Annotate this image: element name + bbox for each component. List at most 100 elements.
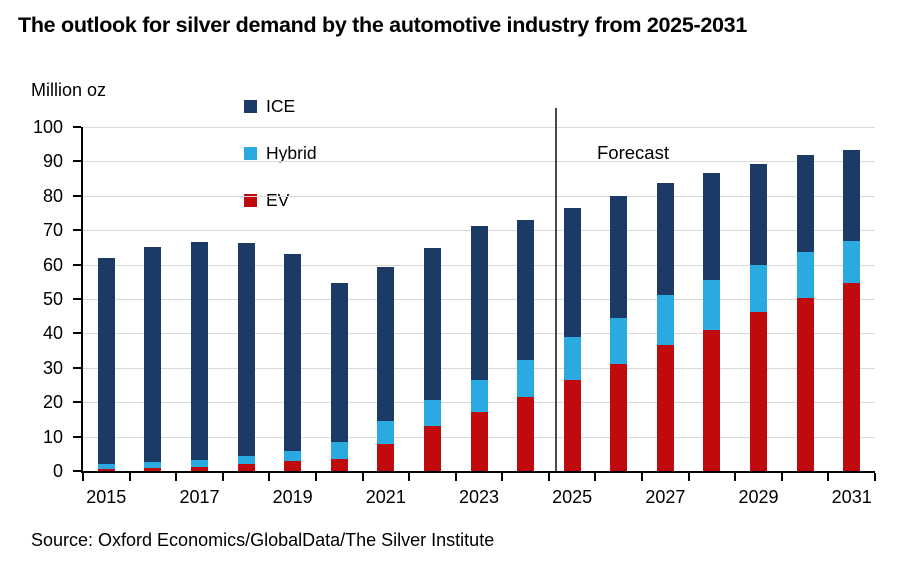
chart-title: The outlook for silver demand by the aut… <box>18 13 747 37</box>
y-axis-label-50: 50 <box>42 289 63 309</box>
bar-segment-ev-2017 <box>190 466 208 471</box>
x-axis-tick-16 <box>827 473 830 481</box>
bar-segment-ev-2015 <box>97 468 115 471</box>
bar-segment-hybrid-2019 <box>284 451 302 462</box>
bar-segment-ev-2030 <box>796 297 814 471</box>
x-axis-tick-1 <box>128 473 131 481</box>
x-axis-tick-12 <box>641 473 644 481</box>
x-axis-label-2015: 2015 <box>86 487 127 507</box>
bar-segment-ev-2019 <box>284 461 302 471</box>
y-axis-tick-0 <box>73 470 81 472</box>
bar-segment-ice-2020 <box>330 282 348 443</box>
bar-segment-ice-2016 <box>144 247 162 463</box>
bar-segment-ice-2028 <box>703 173 721 281</box>
bar-2019 <box>284 254 302 471</box>
x-axis-tick-7 <box>408 473 411 481</box>
x-axis-tick-4 <box>268 473 271 481</box>
bar-segment-ice-2026 <box>610 196 628 319</box>
bar-2017 <box>190 242 208 471</box>
x-axis-label-2017: 2017 <box>179 487 220 507</box>
bar-segment-ice-2031 <box>843 149 861 241</box>
y-axis-label-60: 60 <box>42 254 63 275</box>
legend-item-ice: ICE <box>244 96 317 116</box>
source-attribution: Source: Oxford Economics/GlobalData/The … <box>31 530 495 550</box>
bar-segment-ev-2018 <box>237 464 255 471</box>
forecast-label: Forecast <box>597 142 669 163</box>
y-axis-unit-label: Million oz <box>31 80 107 100</box>
bar-segment-hybrid-2027 <box>656 294 674 345</box>
legend-swatch-ice <box>244 99 257 113</box>
x-axis-tick-10 <box>547 473 550 481</box>
x-axis-tick-6 <box>361 473 364 481</box>
x-axis-label-2025: 2025 <box>552 487 593 507</box>
y-axis-label-30: 30 <box>42 357 63 378</box>
bar-2023 <box>470 226 488 471</box>
x-axis-tick-13 <box>687 473 690 481</box>
bar-segment-ev-2027 <box>656 344 674 471</box>
y-axis-tick-80 <box>73 194 81 197</box>
bar-segment-ice-2023 <box>470 226 488 380</box>
y-axis-tick-30 <box>73 366 81 369</box>
x-axis-tick-2 <box>175 473 178 481</box>
legend-label-ev: EV <box>266 189 290 210</box>
legend-swatch-hybrid <box>244 146 257 160</box>
bar-2024 <box>517 219 535 471</box>
legend-label-ice: ICE <box>266 95 296 116</box>
bar-segment-ev-2022 <box>423 426 441 471</box>
bar-segment-hybrid-2024 <box>517 360 535 397</box>
x-axis-tick-0 <box>82 473 84 481</box>
y-axis-tick-100 <box>73 126 81 128</box>
y-axis-tick-50 <box>73 298 81 300</box>
x-axis-tick-9 <box>501 473 504 481</box>
bar-2027 <box>656 182 674 471</box>
gridline-100 <box>83 127 875 128</box>
y-axis-label-100: 100 <box>32 117 63 137</box>
bar-segment-ice-2024 <box>517 219 535 361</box>
bar-segment-ev-2021 <box>377 444 395 471</box>
y-axis-label-90: 90 <box>42 151 63 172</box>
bar-segment-ev-2029 <box>750 312 768 471</box>
x-axis-tick-3 <box>221 473 224 481</box>
bar-segment-hybrid-2020 <box>330 442 348 459</box>
x-axis-label-2023: 2023 <box>458 487 500 507</box>
plot-area: Forecast 0 10 20 30 40 50 60 70 80 90 100 2015 2017 2… <box>33 108 876 507</box>
bar-segment-hybrid-2028 <box>703 280 721 330</box>
bar-segment-ev-2016 <box>144 467 162 471</box>
bar-2028 <box>703 173 721 471</box>
x-axis-tick-5 <box>314 473 317 481</box>
bar-segment-ev-2026 <box>610 364 628 471</box>
y-axis-label-70: 70 <box>42 220 63 241</box>
bar-2031 <box>843 149 861 471</box>
bar-2020 <box>330 282 348 471</box>
bar-segment-ev-2024 <box>517 396 535 471</box>
legend-label-hybrid: Hybrid <box>266 142 317 163</box>
x-axis-tick-15 <box>780 473 783 481</box>
y-axis-label-40: 40 <box>42 323 63 344</box>
x-axis-label-2029: 2029 <box>738 487 779 507</box>
bar-2016 <box>144 247 162 471</box>
legend: ICE Hybrid EV <box>244 96 317 210</box>
x-axis-tick-8 <box>454 473 457 481</box>
bar-segment-hybrid-2031 <box>843 240 861 283</box>
bar-segment-hybrid-2022 <box>423 400 441 427</box>
bar-segment-ev-2023 <box>470 411 488 471</box>
bar-segment-ev-2020 <box>330 458 348 471</box>
bar-segment-hybrid-2021 <box>377 420 395 445</box>
bar-segment-ice-2017 <box>190 242 208 461</box>
bar-2021 <box>377 267 395 471</box>
bar-segment-ev-2031 <box>843 282 861 471</box>
bar-2022 <box>423 247 441 471</box>
bar-segment-hybrid-2016 <box>144 462 162 468</box>
bar-2025 <box>563 207 581 471</box>
bar-2026 <box>610 196 628 471</box>
bar-2030 <box>796 155 814 471</box>
bar-segment-hybrid-2017 <box>190 460 208 467</box>
y-axis-label-80: 80 <box>42 185 63 206</box>
bar-segment-hybrid-2025 <box>563 336 581 380</box>
x-axis-tick-14 <box>734 473 737 481</box>
x-axis-tick-17 <box>874 473 876 481</box>
bar-segment-ice-2015 <box>97 257 115 465</box>
bar-segment-ice-2025 <box>563 207 581 337</box>
x-axis-label-2031: 2031 <box>831 487 872 507</box>
